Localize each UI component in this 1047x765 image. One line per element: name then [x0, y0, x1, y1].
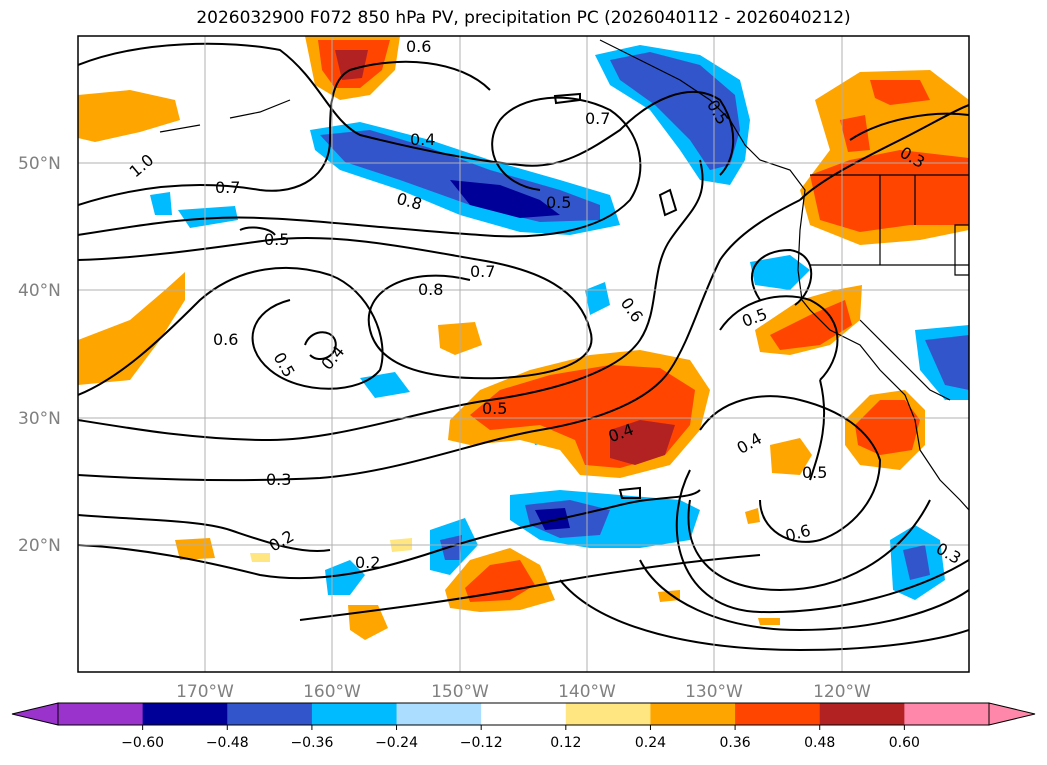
- map-area: 0.6 0.4 0.7 1.0 0.7 0.8 0.5 0.5 0.7 0.8 …: [78, 36, 969, 672]
- colorbar: −0.60 −0.48 −0.36 −0.24 −0.12 0.12 0.24 0.36 0.4…: [11, 702, 1036, 751]
- precipitation-fill: [78, 36, 969, 640]
- colorbar-cell: [58, 703, 144, 725]
- lat-label-40n: 40°N: [18, 281, 61, 301]
- colorbar-tick-label: −0.36: [290, 735, 333, 751]
- colorbar-cell: [819, 703, 905, 725]
- map-title: 2026032900 F072 850 hPa PV, precipitatio…: [196, 8, 851, 28]
- colorbar-cell: [311, 703, 398, 725]
- colorbar-cell: [565, 703, 651, 725]
- lon-label-160w: 160°W: [303, 682, 361, 702]
- lon-label-130w: 130°W: [685, 682, 743, 702]
- lon-label-150w: 150°W: [431, 682, 489, 702]
- colorbar-cell: [227, 703, 313, 725]
- contour-label: 0.2: [355, 553, 380, 572]
- contour-label: 0.7: [585, 109, 610, 128]
- lat-label-50n: 50°N: [18, 154, 61, 174]
- colorbar-cell: [481, 703, 567, 725]
- map-frame: [77, 35, 970, 673]
- colorbar-tick-label: 0.24: [635, 735, 666, 751]
- contour-label: 0.8: [418, 280, 443, 299]
- colorbar-tick-label: −0.12: [460, 735, 503, 751]
- contour-label: 0.5: [482, 399, 507, 418]
- lat-label-30n: 30°N: [18, 409, 61, 429]
- contour-label: 0.4: [410, 130, 435, 149]
- lon-label-120w: 120°W: [813, 682, 871, 702]
- coastline: [159, 39, 969, 511]
- contour-label: 0.6: [213, 330, 238, 349]
- colorbar-tick-label: 0.12: [550, 735, 581, 751]
- contour-label: 0.5: [546, 193, 571, 212]
- colorbar-cell: [735, 703, 821, 725]
- contour-label: 0.6: [406, 37, 431, 56]
- colorbar-tick-label: 0.48: [804, 735, 835, 751]
- lat-label-20n: 20°N: [18, 536, 61, 556]
- colorbar-extend-low: [11, 702, 59, 726]
- colorbar-cell: [396, 703, 482, 725]
- lon-label-170w: 170°W: [176, 682, 234, 702]
- lon-label-140w: 140°W: [558, 682, 616, 702]
- colorbar-tick-label: −0.48: [206, 735, 249, 751]
- contour-label: 0.3: [266, 470, 291, 489]
- colorbar-tick-label: −0.24: [375, 735, 418, 751]
- contour-label: 0.7: [470, 262, 495, 281]
- colorbar-tick-label: 0.60: [889, 735, 920, 751]
- colorbar-cell: [650, 703, 736, 725]
- contour-label: 0.5: [264, 230, 289, 249]
- contour-label: 0.7: [215, 178, 240, 197]
- contour-label: 0.5: [802, 463, 827, 482]
- colorbar-tick-label: 0.36: [720, 735, 751, 751]
- colorbar-cell: [142, 703, 228, 725]
- colorbar-extend-high: [988, 702, 1036, 726]
- colorbar-cell: [904, 703, 990, 725]
- colorbar-tick-label: −0.60: [121, 735, 164, 751]
- graticule: [78, 36, 969, 672]
